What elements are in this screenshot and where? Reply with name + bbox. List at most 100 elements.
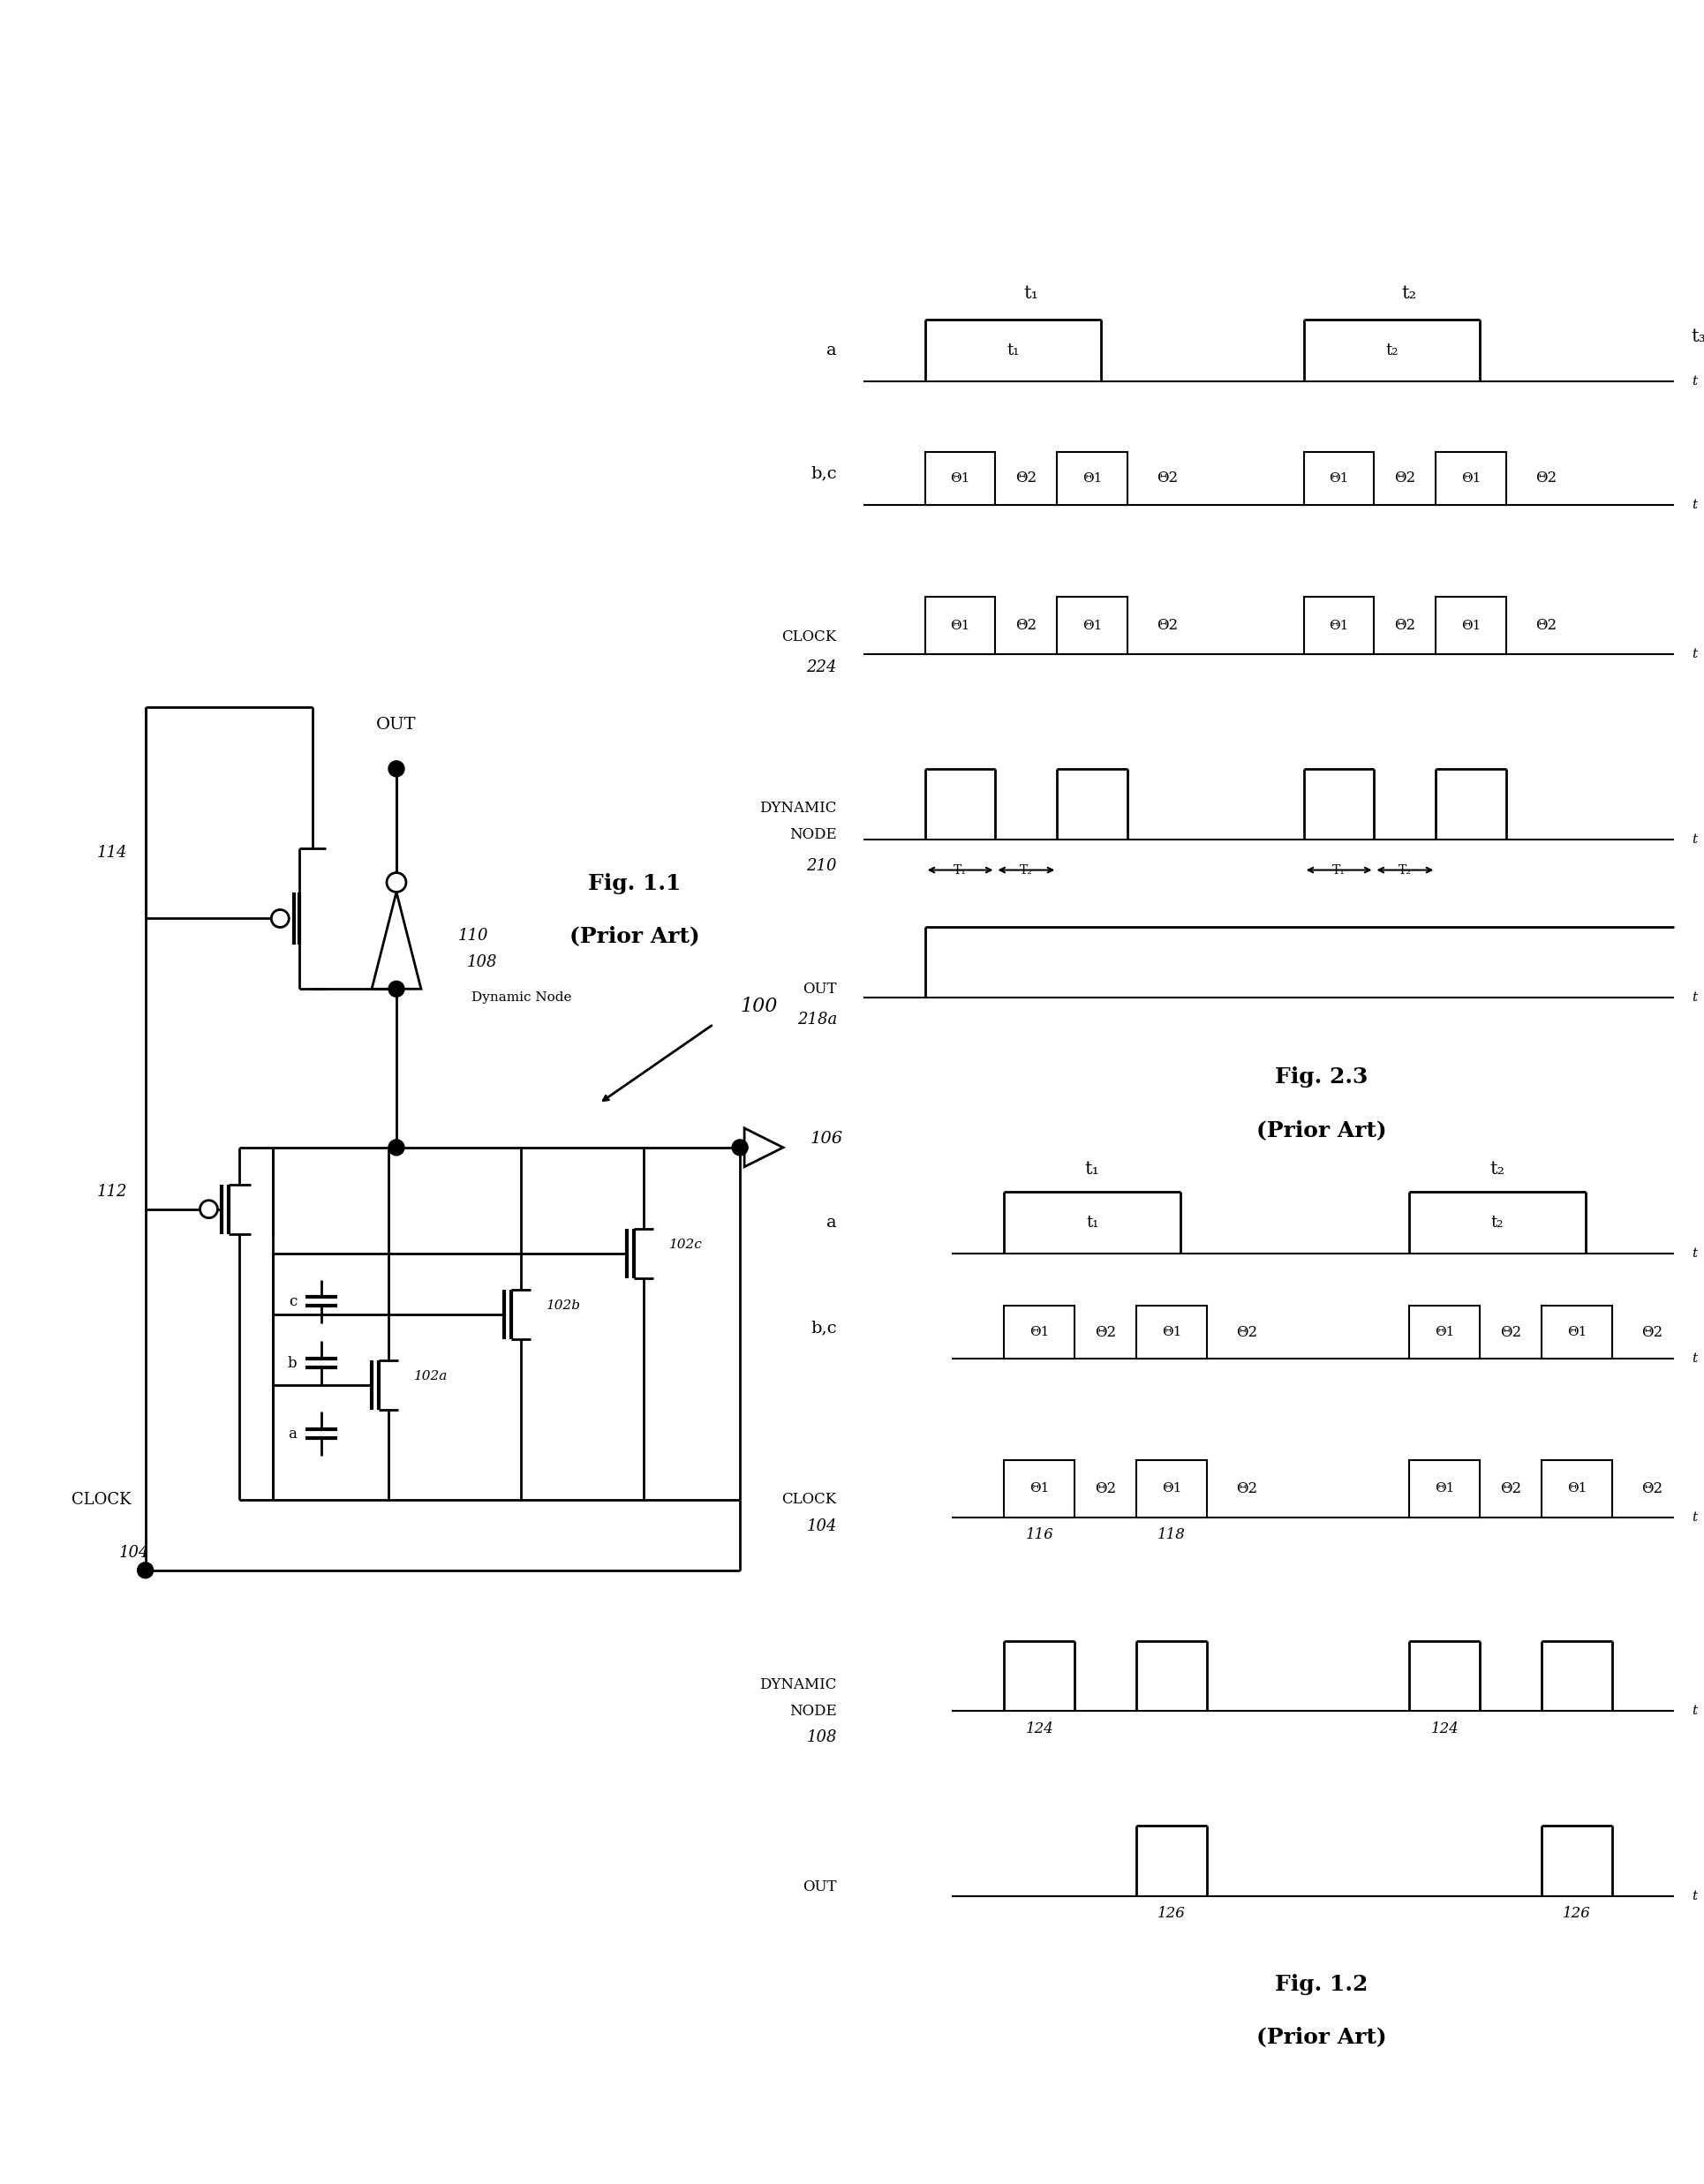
Bar xyxy=(1436,452,1506,505)
Text: 114: 114 xyxy=(97,845,128,860)
Text: Θ1: Θ1 xyxy=(1568,1326,1586,1339)
Text: 100: 100 xyxy=(740,996,777,1016)
Text: Θ1: Θ1 xyxy=(951,472,970,485)
Text: Θ1: Θ1 xyxy=(1029,1483,1050,1496)
Text: Θ2: Θ2 xyxy=(1016,618,1038,633)
Text: (Prior Art): (Prior Art) xyxy=(1256,2027,1387,2049)
Bar xyxy=(1056,596,1128,655)
Text: OUT: OUT xyxy=(803,981,837,996)
Text: OUT: OUT xyxy=(803,1880,837,1896)
Text: t₁: t₁ xyxy=(1085,1214,1099,1230)
Circle shape xyxy=(389,981,404,996)
Polygon shape xyxy=(745,1129,784,1166)
Text: t: t xyxy=(1692,992,1697,1005)
Text: Θ2: Θ2 xyxy=(1500,1481,1522,1496)
Text: Θ1: Θ1 xyxy=(1462,472,1481,485)
Text: (Prior Art): (Prior Art) xyxy=(1256,1118,1387,1140)
Circle shape xyxy=(199,1201,218,1219)
Text: b,c: b,c xyxy=(811,1319,837,1337)
Bar xyxy=(1304,596,1373,655)
Text: 104: 104 xyxy=(806,1518,837,1533)
Text: b: b xyxy=(288,1356,296,1372)
Text: (Prior Art): (Prior Art) xyxy=(569,926,699,946)
Text: T₂: T₂ xyxy=(1019,865,1033,876)
Text: Θ1: Θ1 xyxy=(1162,1326,1181,1339)
Text: 102a: 102a xyxy=(414,1369,448,1382)
Text: NODE: NODE xyxy=(789,1704,837,1719)
Text: Θ1: Θ1 xyxy=(1082,620,1102,631)
Text: Fig. 1.2: Fig. 1.2 xyxy=(1275,1974,1368,1994)
Circle shape xyxy=(387,874,406,891)
Text: T₂: T₂ xyxy=(1399,865,1411,876)
Text: Θ1: Θ1 xyxy=(1462,620,1481,631)
Text: 112: 112 xyxy=(97,1184,128,1199)
Bar xyxy=(1056,452,1128,505)
Text: Fig. 2.3: Fig. 2.3 xyxy=(1275,1066,1368,1088)
Text: 108: 108 xyxy=(806,1730,837,1745)
Text: CLOCK: CLOCK xyxy=(782,1492,837,1507)
Text: Θ1: Θ1 xyxy=(1568,1483,1586,1496)
Polygon shape xyxy=(371,891,421,989)
Text: t: t xyxy=(1692,1889,1697,1902)
Text: t: t xyxy=(1692,1511,1697,1524)
Text: NODE: NODE xyxy=(789,828,837,843)
Text: DYNAMIC: DYNAMIC xyxy=(760,1677,837,1693)
Text: t: t xyxy=(1692,1247,1697,1260)
Text: 106: 106 xyxy=(811,1131,843,1147)
Text: Θ1: Θ1 xyxy=(1029,1326,1050,1339)
Bar xyxy=(1436,596,1506,655)
Circle shape xyxy=(389,760,404,778)
Circle shape xyxy=(138,1562,153,1579)
Text: 124: 124 xyxy=(1431,1721,1459,1736)
Text: 104: 104 xyxy=(119,1544,150,1562)
Text: Θ2: Θ2 xyxy=(1096,1481,1116,1496)
Text: Dynamic Node: Dynamic Node xyxy=(472,992,571,1005)
Circle shape xyxy=(271,911,290,928)
Bar xyxy=(1542,1461,1612,1518)
Text: t: t xyxy=(1692,498,1697,511)
Text: 108: 108 xyxy=(467,954,498,970)
Text: a: a xyxy=(826,1214,837,1230)
Text: a: a xyxy=(826,343,837,358)
Text: t₃: t₃ xyxy=(1692,330,1704,345)
Bar xyxy=(1004,1461,1075,1518)
Text: t₁: t₁ xyxy=(1022,284,1038,301)
Text: c: c xyxy=(288,1295,296,1308)
Text: t₁: t₁ xyxy=(1085,1162,1099,1177)
Text: Θ2: Θ2 xyxy=(1535,470,1557,485)
Text: OUT: OUT xyxy=(377,716,416,732)
Text: Θ1: Θ1 xyxy=(1329,620,1350,631)
Bar xyxy=(1542,1306,1612,1358)
Text: 110: 110 xyxy=(458,928,489,943)
Text: t: t xyxy=(1692,1706,1697,1717)
Bar xyxy=(1409,1461,1481,1518)
Text: T₁: T₁ xyxy=(954,865,966,876)
Text: 102c: 102c xyxy=(670,1238,702,1251)
Text: t: t xyxy=(1692,832,1697,845)
Bar xyxy=(1137,1306,1206,1358)
Text: Fig. 1.1: Fig. 1.1 xyxy=(588,874,682,893)
Text: t: t xyxy=(1692,376,1697,387)
Text: Θ2: Θ2 xyxy=(1235,1481,1258,1496)
Text: Θ1: Θ1 xyxy=(1162,1483,1181,1496)
Text: 102b: 102b xyxy=(547,1299,581,1313)
Bar xyxy=(1409,1306,1481,1358)
Text: Θ2: Θ2 xyxy=(1535,618,1557,633)
Text: Θ1: Θ1 xyxy=(1329,472,1350,485)
Text: Θ2: Θ2 xyxy=(1235,1326,1258,1341)
Text: t₂: t₂ xyxy=(1385,343,1399,358)
Text: t₂: t₂ xyxy=(1491,1214,1505,1230)
Text: 118: 118 xyxy=(1157,1527,1186,1542)
Text: Θ2: Θ2 xyxy=(1096,1326,1116,1341)
Circle shape xyxy=(733,1140,748,1155)
Text: Θ1: Θ1 xyxy=(1435,1326,1455,1339)
Text: Θ2: Θ2 xyxy=(1394,470,1416,485)
Text: Θ2: Θ2 xyxy=(1394,618,1416,633)
Text: t₂: t₂ xyxy=(1489,1162,1505,1177)
Text: 126: 126 xyxy=(1563,1907,1592,1922)
Circle shape xyxy=(389,1140,404,1155)
Text: CLOCK: CLOCK xyxy=(72,1492,131,1507)
Text: 124: 124 xyxy=(1026,1721,1053,1736)
Text: Θ2: Θ2 xyxy=(1500,1326,1522,1341)
Text: Θ2: Θ2 xyxy=(1016,470,1038,485)
